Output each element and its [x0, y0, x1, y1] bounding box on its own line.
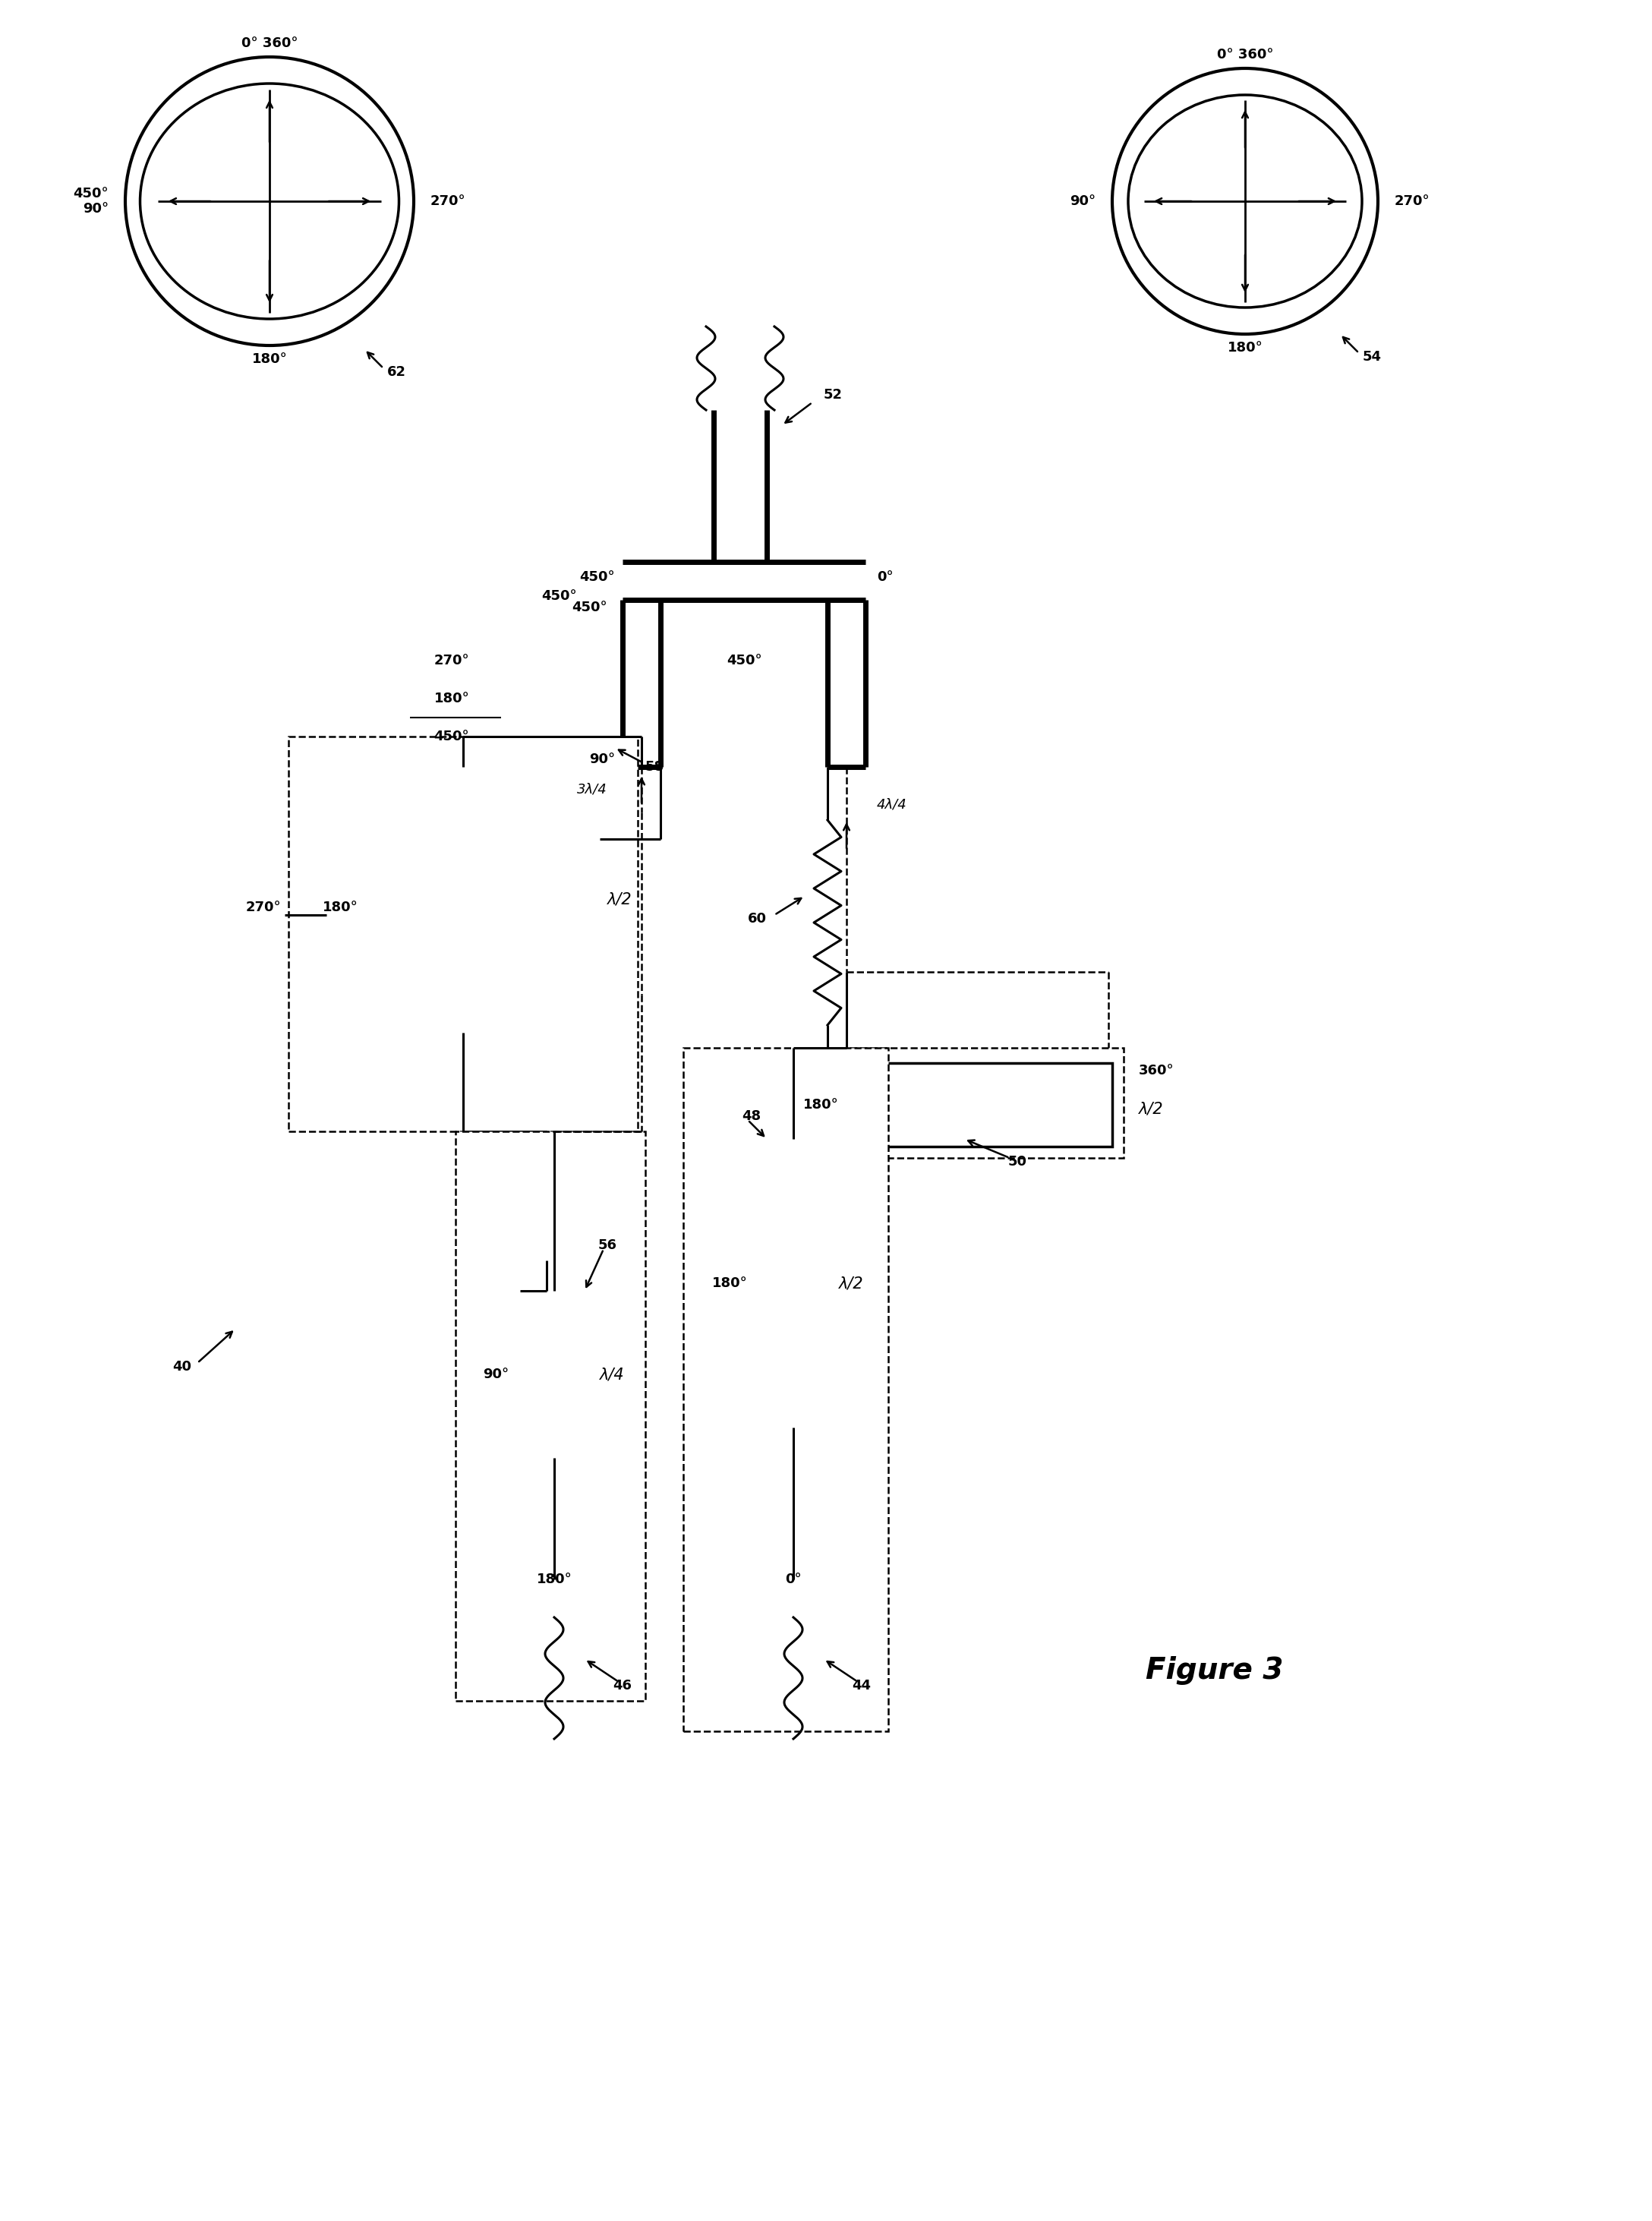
Text: 52: 52	[824, 389, 843, 402]
Text: 58: 58	[646, 760, 664, 773]
Text: 54: 54	[1363, 351, 1381, 364]
Text: 0° 360°: 0° 360°	[241, 36, 297, 51]
Text: 48: 48	[742, 1108, 762, 1124]
Text: 450°: 450°	[542, 589, 577, 602]
Text: 450°
90°: 450° 90°	[73, 187, 109, 215]
Text: 180°: 180°	[322, 900, 358, 915]
Text: 0°: 0°	[785, 1572, 801, 1586]
Bar	[684, 1048, 889, 1730]
Bar	[760, 1139, 828, 1428]
Text: λ/2: λ/2	[839, 1275, 864, 1290]
Text: λ/2: λ/2	[1138, 1102, 1163, 1117]
Text: Figure 3: Figure 3	[1146, 1657, 1284, 1686]
Text: 450°: 450°	[434, 731, 469, 744]
Text: 180°: 180°	[434, 691, 469, 706]
Ellipse shape	[1128, 96, 1361, 306]
Text: 270°: 270°	[431, 195, 466, 209]
Text: 90°: 90°	[590, 753, 615, 766]
Text: 4λ/4: 4λ/4	[877, 797, 907, 811]
Text: 90°: 90°	[482, 1368, 509, 1381]
Text: 44: 44	[852, 1679, 871, 1692]
Bar	[846, 1048, 1123, 1157]
Text: 62: 62	[387, 364, 406, 380]
Text: 450°: 450°	[727, 653, 762, 669]
Text: 180°: 180°	[712, 1277, 748, 1290]
Text: λ/2: λ/2	[608, 893, 633, 908]
Text: 60: 60	[748, 913, 767, 926]
Bar	[857, 1064, 1112, 1146]
Text: 180°: 180°	[803, 1097, 839, 1113]
Text: 270°: 270°	[434, 653, 469, 669]
Text: 180°: 180°	[251, 353, 287, 366]
Text: 3λ/4: 3λ/4	[577, 782, 608, 797]
Text: 270°: 270°	[246, 900, 281, 915]
Text: 360°: 360°	[1138, 1064, 1175, 1077]
Text: 180°: 180°	[537, 1572, 572, 1586]
Text: λ/4: λ/4	[600, 1366, 624, 1381]
Bar	[372, 866, 553, 935]
Text: 450°: 450°	[580, 571, 615, 584]
Text: 0°: 0°	[877, 571, 894, 584]
Bar	[520, 1290, 588, 1457]
Text: 180°: 180°	[1227, 342, 1262, 355]
Text: 90°: 90°	[1069, 195, 1095, 209]
Text: 56: 56	[598, 1239, 616, 1253]
Text: 270°: 270°	[1394, 195, 1431, 209]
Bar	[327, 766, 600, 1033]
Bar	[456, 1130, 646, 1701]
Ellipse shape	[140, 84, 398, 320]
Bar	[289, 737, 638, 1130]
Text: 0° 360°: 0° 360°	[1218, 49, 1274, 62]
Text: 50: 50	[1008, 1155, 1028, 1168]
Text: 46: 46	[613, 1679, 633, 1692]
Text: 450°: 450°	[572, 600, 608, 615]
Text: 40: 40	[173, 1359, 192, 1373]
